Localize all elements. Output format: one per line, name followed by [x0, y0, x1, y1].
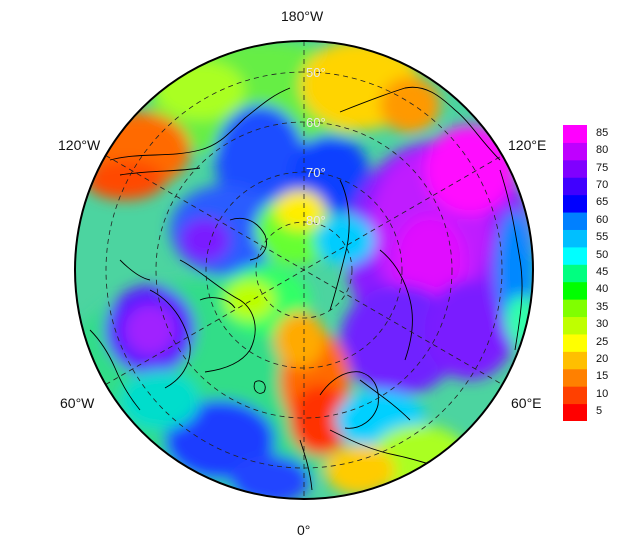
- lon-label-lower-right: 60°E: [511, 395, 542, 411]
- colorbar-swatch: [563, 194, 587, 213]
- colorbar-tick-label: 65: [596, 196, 609, 209]
- colorbar-swatch: [563, 403, 587, 421]
- colorbar-tick-label: 55: [596, 231, 609, 244]
- colorbar-tick-label: 85: [596, 126, 609, 139]
- colorbar-swatch: [563, 351, 587, 370]
- colorbar-swatch: [563, 246, 587, 265]
- colorbar-tick-label: 70: [596, 178, 609, 191]
- colorbar-swatch: [563, 368, 587, 387]
- colorbar-tick-label: 50: [596, 248, 609, 261]
- colorbar-swatch: [563, 159, 587, 178]
- colorbar-swatch: [563, 229, 587, 248]
- latitude-labels: 50° 60° 70° 80°: [306, 65, 326, 228]
- lat-label-60: 60°: [306, 115, 326, 130]
- colorbar-swatch: [563, 333, 587, 352]
- lon-label-upper-right: 120°E: [508, 137, 547, 153]
- colorbar-tick-label: 45: [596, 266, 609, 278]
- lat-label-80: 80°: [306, 213, 326, 228]
- lon-label-lower-left: 60°W: [60, 395, 95, 411]
- colorbar-tick-label: 30: [596, 318, 609, 331]
- lon-label-top: 180°W: [281, 8, 324, 24]
- lat-label-50: 50°: [306, 65, 326, 80]
- colorbar-tick-label: 15: [596, 370, 609, 383]
- colorbar-swatch: [563, 177, 587, 196]
- colorbar-tick-label: 75: [596, 161, 609, 174]
- colorbar-swatch: [563, 264, 587, 283]
- colorbar-tick-label: 20: [596, 353, 609, 366]
- colorbar-tick-label: 60: [596, 213, 609, 226]
- colorbar-tick-label: 25: [596, 335, 609, 348]
- map-boundary: [74, 40, 534, 500]
- colorbar-swatch: [563, 316, 587, 335]
- colorbar-swatch: [563, 281, 587, 300]
- graticule: [105, 41, 503, 499]
- colorbar-swatch: [563, 125, 587, 143]
- colorbar-swatch: [563, 299, 587, 318]
- colorbar-swatch: [563, 386, 587, 405]
- colorbar-swatch: [563, 212, 587, 230]
- colorbar-tick-label: 40: [596, 283, 609, 296]
- colorbar-tick-label: 10: [596, 387, 609, 400]
- lon-label-bottom: 0°: [297, 522, 311, 538]
- coastlines: [89, 86, 523, 491]
- lon-label-upper-left: 120°W: [58, 137, 101, 153]
- colorbar-tick-label: 80: [596, 144, 609, 157]
- colorbar-tick-label: 35: [596, 300, 609, 313]
- colorbar-swatch: [563, 142, 587, 161]
- data-field: [75, 41, 533, 499]
- colorbar: [563, 125, 587, 421]
- colorbar-tick-label: 5: [596, 405, 603, 418]
- lat-label-70: 70°: [306, 165, 326, 180]
- meridian-60w-120e: [105, 155, 503, 385]
